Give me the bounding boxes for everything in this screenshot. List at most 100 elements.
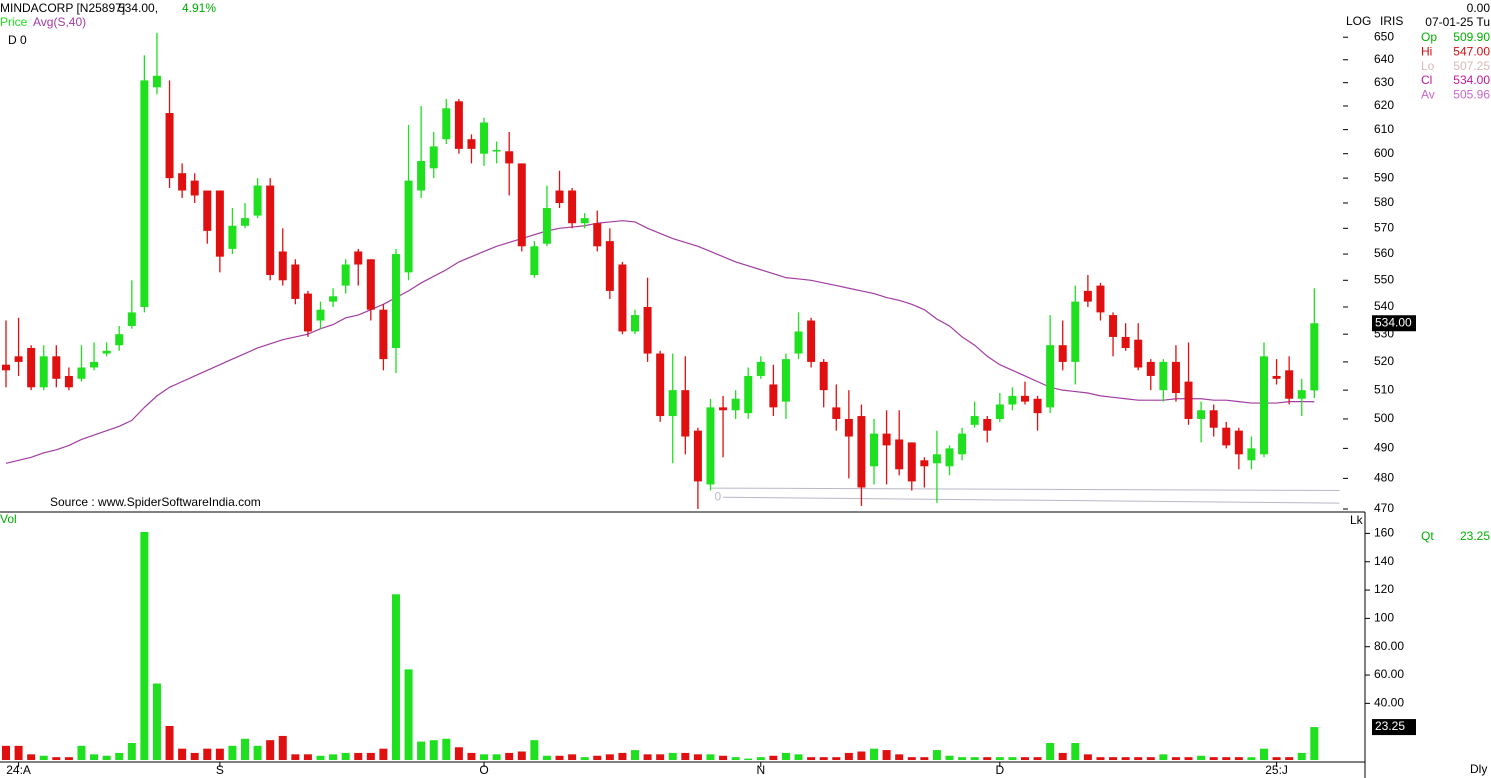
y-tick-label: 610 (1374, 122, 1394, 136)
volume-bar (379, 748, 388, 760)
volume-bar (1197, 755, 1206, 760)
volume-bar (970, 757, 979, 760)
candle-body (542, 208, 551, 244)
volume-bar (1058, 752, 1067, 760)
volume-bar (932, 750, 941, 760)
volume-bar (631, 750, 639, 760)
volume-bar (1109, 757, 1118, 760)
price-tag-box (1372, 315, 1416, 332)
candle-body (1234, 430, 1243, 455)
volume-bar (681, 752, 690, 760)
candle-body (1159, 361, 1168, 391)
volume-bar (454, 747, 463, 760)
volume-bar (190, 752, 199, 760)
volume-bar (945, 755, 954, 760)
candle-body (90, 361, 99, 368)
candle-body (1096, 285, 1105, 313)
candle-body (341, 264, 350, 286)
candle-body (1171, 361, 1180, 394)
candle-body (1197, 410, 1206, 419)
volume-bar (920, 757, 929, 760)
info-value: 505.96 (1453, 87, 1490, 101)
y-tick-label: 560 (1374, 246, 1394, 260)
volume-bar (1146, 757, 1155, 760)
volume-bar (354, 752, 363, 760)
candle-body (719, 407, 728, 411)
volume-bar (90, 754, 99, 760)
candle-body (203, 190, 212, 231)
volume-bar (178, 748, 187, 760)
volume-bar (165, 726, 174, 760)
info-value: 509.90 (1453, 30, 1490, 44)
volume-tag-box (1372, 719, 1416, 736)
y-tick-label: 570 (1374, 220, 1394, 234)
candle-body (605, 241, 614, 291)
volume-bar (152, 683, 161, 760)
info-label: Cl (1421, 73, 1432, 87)
y-tick-label: 590 (1374, 170, 1394, 184)
volume-bar (1121, 757, 1130, 760)
y-tick-label: 480 (1374, 471, 1394, 485)
candle-body (1310, 323, 1319, 391)
volume-bar (744, 758, 753, 760)
volume-bar (958, 757, 967, 760)
x-tick-label: S (216, 763, 224, 777)
candle-body (1134, 339, 1143, 368)
candle-body (1046, 345, 1055, 408)
candle-body (14, 356, 23, 362)
volume-bar (756, 757, 765, 760)
volume-tick-label: 80.00 (1374, 639, 1404, 653)
candle-body (1033, 398, 1042, 414)
candle-body (291, 264, 300, 299)
candle-body (882, 433, 891, 446)
candle-body (844, 418, 853, 437)
chart-title: MINDACORP [N25897] (0, 1, 125, 15)
volume-bar (1096, 757, 1105, 760)
volume-bar (278, 735, 287, 760)
candle-body (1260, 356, 1268, 455)
candle-body (819, 361, 828, 391)
candle-body (366, 259, 375, 310)
volume-bar (366, 752, 375, 760)
candle-body (1083, 290, 1092, 302)
volume-bar (857, 751, 866, 760)
change-text: 4.91% (182, 1, 216, 15)
candle-body (2, 364, 10, 371)
volume-bar (844, 752, 853, 760)
volume-bar (668, 752, 677, 760)
volume-bar (442, 738, 451, 760)
candle-body (1020, 395, 1029, 402)
candle-body (429, 146, 438, 169)
candle-body (1209, 410, 1218, 428)
volume-bar (1285, 757, 1294, 760)
volume-bar (480, 754, 489, 760)
candle-body (656, 353, 665, 417)
volume-tick-label: 40.00 (1374, 696, 1404, 710)
candle-body (1247, 448, 1256, 461)
trendline-label: 0 (714, 489, 721, 503)
volume-bar (794, 754, 803, 760)
candle-body (228, 225, 237, 249)
volume-tick-label: 140 (1374, 554, 1394, 568)
volume-bar (14, 745, 23, 760)
candle-body (64, 375, 73, 388)
candle-body (241, 218, 250, 226)
candle-body (140, 80, 149, 307)
volume-bar (127, 743, 136, 760)
candle-body (1121, 336, 1130, 348)
volume-bar (580, 757, 589, 760)
candle-body (631, 315, 639, 332)
volume-bar (2, 745, 10, 760)
candle-body (1058, 345, 1067, 362)
candle-body (995, 404, 1004, 419)
volume-bar (1247, 757, 1256, 760)
info-date: 07-01-25 Tu (1425, 15, 1490, 29)
price-tag: 534.00 (1375, 315, 1412, 329)
candle-body (39, 356, 48, 388)
info-top: 0.00 (1467, 1, 1491, 15)
trendline (710, 487, 1340, 492)
trendline (723, 496, 1340, 504)
volume-bar (215, 748, 224, 760)
candle-body (442, 108, 451, 140)
y-tick-label: 520 (1374, 354, 1394, 368)
